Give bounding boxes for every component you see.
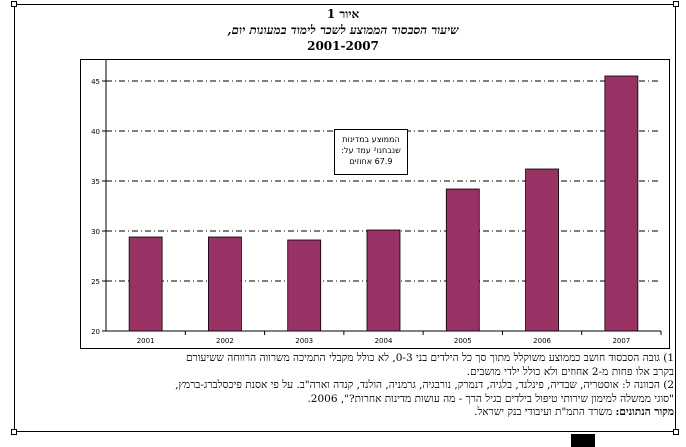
y-tick-label: 45 [91,78,100,86]
x-tick-label: 2007 [612,337,630,345]
y-tick-label: 20 [91,328,100,336]
callout-line-2: שנבחנו² עמד על: [341,146,401,155]
bar-2002 [208,236,242,332]
x-tick-label: 2002 [216,337,234,345]
y-tick-label: 40 [91,128,100,136]
y-tick-label: 25 [91,278,100,286]
bar-2005 [445,188,480,332]
footnote-1-line-2: בקרב אלו פחות מ-2 אחוזים ולא כולל ילדי מ… [466,365,674,378]
bar-2004 [366,229,401,332]
chart-area: 20 25 30 35 40 45 2001 2002 2003 2004 2005 2006 2007 [80,59,670,349]
figure-frame [11,1,679,435]
figure-years: 2001-2007 [307,39,379,53]
x-tick-label: 2004 [375,337,393,345]
x-tick-label: 2003 [295,337,313,345]
bar-2003 [287,239,322,332]
resize-handle-top-right[interactable] [673,1,679,7]
source-label: מקור הנתונים: [615,406,674,418]
x-tick-label: 2001 [137,337,155,345]
callout-line-3: 67.9 אחוזים [349,157,393,166]
bar-2001 [128,236,163,332]
callout-line-1: הממוצע במדינות [342,135,400,144]
figure-title-block: איור 1 שיעור הסבסוד הממוצע לשכר לימוד במ… [0,0,686,54]
source-line: מקור הנתונים: משרד התמ"ת ועיבודי בנק ישר… [16,406,674,420]
figure-number: איור 1 [326,7,360,21]
black-marker [571,434,595,447]
x-tick-label: 2005 [454,337,472,345]
footnote-1-line-1: 1) גובה הסבסוד חושב כממוצע משוקלל מתוך ס… [185,352,674,364]
resize-handle-bottom-left[interactable] [11,429,17,435]
x-tick-label: 2006 [533,337,551,345]
figure-title: שיעור הסבסוד הממוצע לשכר לימוד במעונות י… [227,23,459,37]
footnote-2-line-1: 2) הכוונה ל: אוסטריה, שבדיה, פינלנד, בלג… [175,379,674,391]
footnotes: 1) גובה הסבסוד חושב כממוצע משוקלל מתוך ס… [16,352,674,420]
resize-handle-bottom-right[interactable] [673,429,679,435]
footnote-2-line-2: "סוגי ממשלה למימון שירותי טיפול בילדים ב… [307,392,674,405]
y-tick-label: 35 [91,178,100,186]
bar-2007 [604,75,639,332]
bar-2006 [525,168,559,332]
y-tick-label: 30 [91,228,100,236]
bar-chart: 20 25 30 35 40 45 2001 2002 2003 2004 2005 2006 2007 [91,60,662,345]
average-callout-box: הממוצע במדינות שנבחנו² עמד על: 67.9 אחוז… [334,129,408,175]
source-text: משרד התמ"ת ועיבודי בנק ישראל. [474,406,613,418]
resize-handle-top-left[interactable] [11,1,17,7]
